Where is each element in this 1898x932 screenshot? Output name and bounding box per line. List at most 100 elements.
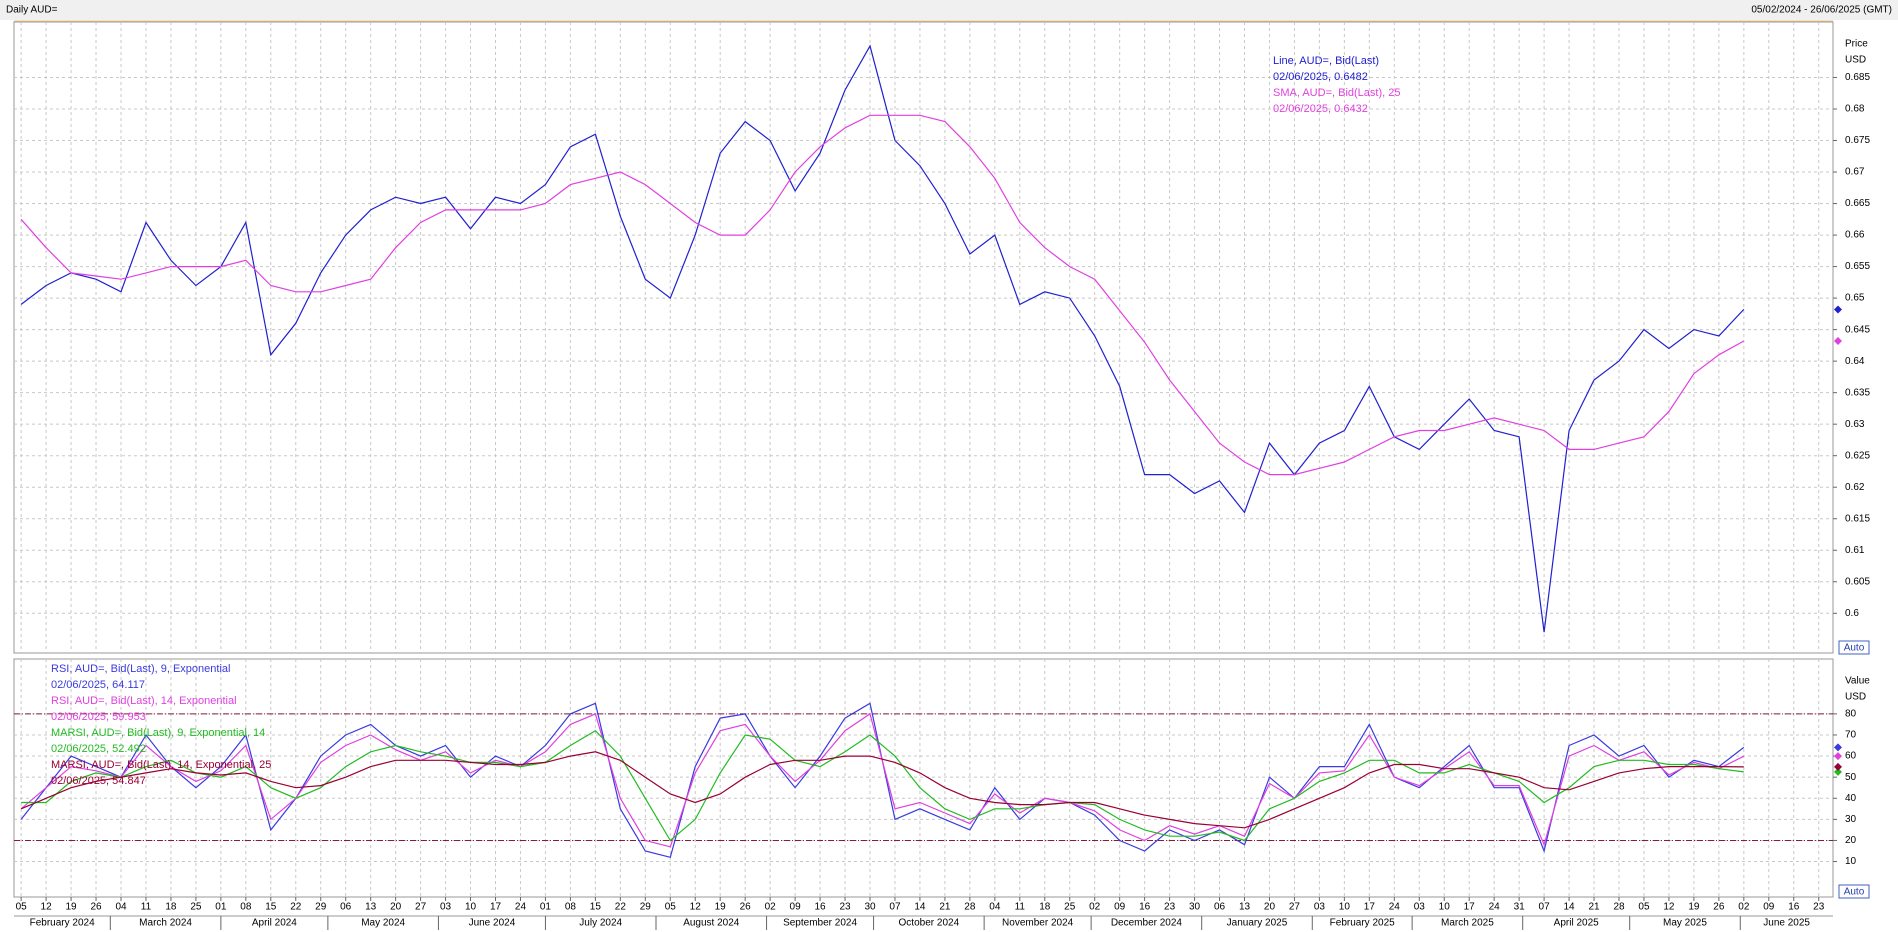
x-tick-label: 16: [1788, 902, 1800, 913]
x-tick-label: 12: [41, 902, 53, 913]
month-label: February 2024: [30, 918, 95, 929]
x-tick-label: 19: [715, 902, 727, 913]
y-tick-label: 70: [1845, 730, 1857, 741]
y-tick-label: 20: [1845, 835, 1857, 846]
x-tick-label: 20: [1264, 902, 1276, 913]
legend-name: RSI, AUD=, Bid(Last), 14, Exponential: [51, 695, 237, 707]
legend-detail: 02/06/2025, 0.6432: [1273, 103, 1368, 115]
y-tick-label: 30: [1845, 814, 1857, 825]
series-line: [20, 751, 1744, 829]
x-tick-label: 05: [16, 902, 28, 913]
month-label: May 2024: [361, 918, 405, 929]
month-label: October 2024: [899, 918, 960, 929]
x-tick-label: 24: [1489, 902, 1501, 913]
x-tick-label: 24: [515, 902, 527, 913]
month-label: February 2025: [1330, 918, 1395, 929]
month-label: August 2024: [683, 918, 740, 929]
y-tick-label: 0.645: [1845, 324, 1870, 335]
x-tick-label: 03: [1414, 902, 1426, 913]
series-line: [21, 729, 1744, 842]
x-tick-label: 10: [465, 902, 477, 913]
x-tick-label: 17: [1364, 902, 1376, 913]
month-label: November 2024: [1002, 918, 1074, 929]
x-tick-label: 29: [315, 902, 327, 913]
x-tick-label: 21: [939, 902, 951, 913]
x-tick-label: 09: [1763, 902, 1775, 913]
legend-name: SMA, AUD=, Bid(Last), 25: [1273, 87, 1400, 99]
x-tick-label: 14: [1564, 902, 1576, 913]
y-tick-label: 0.64: [1845, 356, 1865, 367]
x-tick-label: 27: [1289, 902, 1301, 913]
x-tick-label: 20: [390, 902, 402, 913]
x-tick-label: 16: [1139, 902, 1151, 913]
autoscale-button[interactable]: [1838, 640, 1870, 655]
legend-detail: 02/06/2025, 59.953: [51, 711, 146, 723]
autoscale-button[interactable]: [1838, 884, 1870, 899]
y-tick-label: 0.625: [1845, 450, 1870, 461]
y-tick-label: 10: [1845, 856, 1857, 867]
series-line: [20, 114, 1745, 476]
x-tick-label: 17: [490, 902, 502, 913]
last-value-marker: [1834, 752, 1842, 761]
autoscale-label: Auto: [1844, 643, 1865, 654]
month-label: December 2024: [1111, 918, 1183, 929]
y-axis-unit: USD: [1845, 55, 1866, 66]
x-tick-label: 23: [1813, 902, 1825, 913]
x-tick-label: 04: [989, 902, 1001, 913]
x-tick-label: 03: [1314, 902, 1326, 913]
x-tick-label: 18: [1039, 902, 1051, 913]
x-tick-label: 29: [640, 902, 652, 913]
x-tick-label: 13: [365, 902, 377, 913]
x-tick-label: 01: [540, 902, 552, 913]
x-tick-label: 26: [1713, 902, 1725, 913]
y-tick-label: 0.685: [1845, 72, 1870, 83]
x-tick-label: 23: [1164, 902, 1176, 913]
x-tick-label: 28: [964, 902, 976, 913]
x-tick-label: 25: [190, 902, 202, 913]
y-axis-unit: USD: [1845, 692, 1866, 703]
legend-detail: 02/06/2025, 52.492: [51, 743, 146, 755]
month-label: April 2025: [1554, 918, 1599, 929]
x-tick-label: 28: [1613, 902, 1625, 913]
y-tick-label: 0.66: [1845, 230, 1865, 241]
y-tick-label: 0.61: [1845, 545, 1865, 556]
y-tick-label: 0.665: [1845, 198, 1870, 209]
y-tick-label: 0.68: [1845, 104, 1865, 115]
series-line: [20, 702, 1745, 859]
plot-frame: [13, 21, 1834, 654]
x-tick-label: 13: [1239, 902, 1251, 913]
x-tick-label: 09: [790, 902, 802, 913]
month-label: March 2025: [1441, 918, 1494, 929]
series-line: [20, 712, 1745, 848]
x-tick-label: 05: [665, 902, 677, 913]
x-tick-label: 06: [1214, 902, 1226, 913]
x-tick-label: 30: [864, 902, 876, 913]
x-tick-label: 15: [590, 902, 602, 913]
header-bar: [0, 0, 1898, 20]
x-tick-label: 22: [615, 902, 627, 913]
y-tick-label: 0.675: [1845, 135, 1870, 146]
legend-name: Line, AUD=, Bid(Last): [1273, 55, 1379, 67]
y-tick-label: 0.65: [1845, 293, 1865, 304]
legend-name: RSI, AUD=, Bid(Last), 9, Exponential: [51, 663, 230, 675]
legend-detail: 02/06/2025, 0.6482: [1273, 71, 1368, 83]
month-label: January 2025: [1227, 918, 1288, 929]
series-line: [20, 44, 1745, 633]
x-tick-label: 15: [265, 902, 277, 913]
x-tick-label: 22: [290, 902, 302, 913]
x-tick-label: 30: [1189, 902, 1201, 913]
y-axis-title: Price: [1845, 39, 1868, 50]
x-tick-label: 31: [1514, 902, 1526, 913]
y-tick-label: 0.635: [1845, 387, 1870, 398]
month-label: May 2025: [1663, 918, 1707, 929]
y-tick-label: 50: [1845, 772, 1857, 783]
y-tick-label: 0.6: [1845, 608, 1859, 619]
x-tick-label: 18: [165, 902, 177, 913]
date-range: 05/02/2024 - 26/06/2025 (GMT): [1751, 5, 1892, 16]
legend-detail: 02/06/2025, 64.117: [51, 679, 145, 691]
month-label: June 2024: [469, 918, 516, 929]
x-tick-label: 16: [815, 902, 827, 913]
last-value-marker: [1834, 305, 1842, 314]
legend-name: MARSI, AUD=, Bid(Last), 9, Exponential, …: [51, 727, 265, 739]
